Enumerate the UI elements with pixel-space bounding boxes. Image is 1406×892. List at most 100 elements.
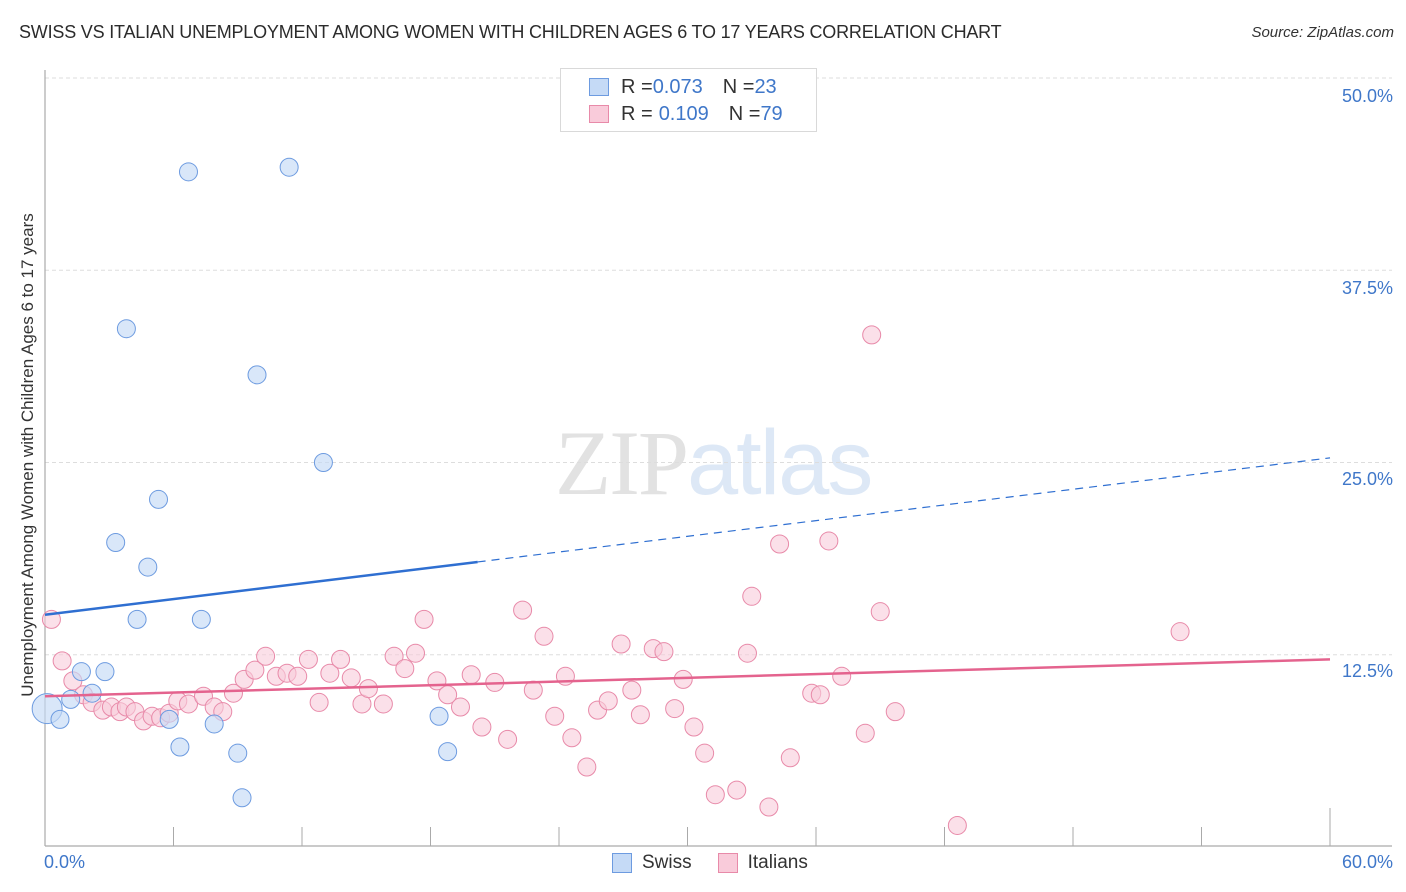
italians-point[interactable] — [832, 666, 852, 686]
legend-item-italians[interactable]: Italians — [717, 852, 808, 874]
italians-point[interactable] — [309, 692, 329, 712]
legend-row-italians: R = 0.109 N = 79 — [589, 102, 783, 126]
swiss-point[interactable] — [71, 662, 91, 682]
swiss-point[interactable] — [232, 788, 252, 808]
swiss-point[interactable] — [50, 709, 70, 729]
swiss-point[interactable] — [116, 319, 136, 339]
italians-point[interactable] — [598, 691, 618, 711]
swiss-point[interactable] — [82, 683, 102, 703]
italians-n-label: N = — [728, 102, 761, 125]
axes — [44, 70, 1392, 847]
source-label: Source: ZipAtlas.com — [1251, 24, 1394, 41]
swiss-trend-line — [44, 560, 478, 617]
correlation-legend: R = 0.073 N = 23 R = 0.109 N = 79 — [560, 68, 817, 132]
swiss-point[interactable] — [204, 714, 224, 734]
italians-point[interactable] — [498, 729, 518, 749]
y-tick-25: 25.0% — [1341, 469, 1393, 489]
italians-point[interactable] — [862, 325, 882, 345]
italians-point[interactable] — [545, 706, 565, 726]
italians-point[interactable] — [288, 666, 308, 686]
swiss-point[interactable] — [138, 557, 158, 577]
swiss-n-label: N = — [722, 75, 755, 98]
italians-point[interactable] — [341, 668, 361, 688]
swiss-r-label: R = — [621, 75, 653, 98]
italians-point[interactable] — [810, 685, 830, 705]
swiss-n-value: 23 — [754, 75, 777, 98]
italians-point[interactable] — [223, 683, 243, 703]
swiss-point[interactable] — [170, 737, 190, 757]
italians-point[interactable] — [320, 663, 340, 683]
swiss-point[interactable] — [247, 365, 267, 385]
italians-point[interactable] — [245, 660, 265, 680]
italians-point[interactable] — [770, 534, 790, 554]
italians-point[interactable] — [358, 679, 378, 699]
y-tick-12-5: 12.5% — [1341, 661, 1393, 681]
italians-point[interactable] — [654, 642, 674, 662]
italians-point[interactable] — [373, 694, 393, 714]
italians-point[interactable] — [414, 609, 434, 629]
italians-point[interactable] — [885, 702, 905, 722]
italians-point[interactable] — [759, 797, 779, 817]
italians-point[interactable] — [472, 717, 492, 737]
italians-point[interactable] — [737, 643, 757, 663]
italians-point[interactable] — [684, 717, 704, 737]
zipatlas-watermark: ZIPatlas — [555, 410, 873, 516]
y-tick-37-5: 37.5% — [1341, 278, 1393, 298]
italians-point[interactable] — [523, 680, 543, 700]
italians-point[interactable] — [577, 757, 597, 777]
swiss-trend-extension — [477, 457, 1331, 563]
italians-point[interactable] — [178, 694, 198, 714]
swiss-point[interactable] — [279, 157, 299, 177]
swiss-point[interactable] — [228, 743, 248, 763]
italians-point[interactable] — [705, 785, 725, 805]
italians-point[interactable] — [742, 586, 762, 606]
swiss-point[interactable] — [438, 742, 458, 762]
legend-item-swiss[interactable]: Swiss — [612, 852, 692, 874]
italians-point[interactable] — [52, 651, 72, 671]
swiss-point[interactable] — [429, 706, 449, 726]
series-legend: Swiss Italians — [612, 852, 834, 874]
legend-italians-label: Italians — [747, 852, 808, 873]
swiss-point[interactable] — [313, 453, 333, 472]
swiss-point[interactable] — [61, 689, 81, 709]
italians-point[interactable] — [630, 705, 650, 725]
italians-point[interactable] — [298, 649, 318, 669]
italians-point[interactable] — [947, 815, 967, 835]
swiss-point[interactable] — [106, 532, 126, 552]
italians-point[interactable] — [665, 699, 685, 719]
italians-points — [41, 325, 1190, 835]
swiss-points — [31, 157, 458, 808]
gridlines — [45, 77, 1392, 656]
swiss-point[interactable] — [149, 489, 169, 509]
italians-r-label: R = — [621, 102, 653, 125]
italians-point[interactable] — [406, 643, 426, 663]
swiss-point[interactable] — [178, 162, 198, 182]
italians-point[interactable] — [534, 626, 554, 646]
italians-point[interactable] — [855, 723, 875, 743]
italians-point[interactable] — [256, 646, 276, 666]
italians-point[interactable] — [461, 665, 481, 685]
italians-point[interactable] — [780, 748, 800, 768]
italians-point[interactable] — [562, 728, 582, 748]
italians-point[interactable] — [622, 680, 642, 700]
swiss-point[interactable] — [191, 609, 211, 629]
italians-point[interactable] — [819, 531, 839, 551]
swiss-point[interactable] — [159, 709, 179, 729]
italians-point[interactable] — [727, 780, 747, 800]
italians-point[interactable] — [395, 659, 415, 679]
italians-point[interactable] — [1170, 622, 1190, 642]
italians-point[interactable] — [695, 743, 715, 763]
italians-point[interactable] — [450, 697, 470, 717]
x-tick-60: 60.0% — [1341, 852, 1393, 872]
italians-point[interactable] — [384, 646, 404, 666]
italians-swatch-icon — [589, 105, 609, 123]
italians-point[interactable] — [331, 649, 351, 669]
y-axis-label: Unemployment Among Women with Children A… — [18, 213, 37, 697]
swiss-point[interactable] — [127, 609, 147, 629]
swiss-point[interactable] — [95, 662, 115, 682]
italians-point[interactable] — [611, 634, 631, 654]
italians-point[interactable] — [513, 600, 533, 620]
italians-point[interactable] — [870, 602, 890, 622]
italians-trend-line — [44, 658, 1331, 698]
